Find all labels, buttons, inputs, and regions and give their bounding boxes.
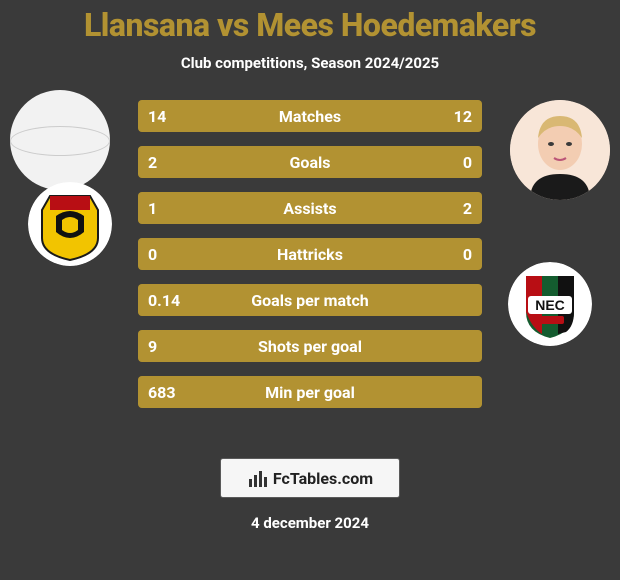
stat-row: 0.14Goals per match <box>138 284 482 316</box>
svg-text:NEC: NEC <box>535 297 565 313</box>
stat-row: 20Goals <box>138 146 482 178</box>
avatar-placeholder <box>10 126 110 156</box>
stat-row: 12Assists <box>138 192 482 224</box>
subtitle: Club competitions, Season 2024/2025 <box>0 54 620 72</box>
player-headshot-icon <box>510 100 610 200</box>
comparison-card: Llansana vs Mees Hoedemakers Club compet… <box>0 0 620 580</box>
stats-table: 1412Matches 20Goals 12Assists 00Hattricks 0.… <box>138 100 482 422</box>
chart-bars-icon <box>247 467 269 489</box>
club-right-badge: NEC <box>508 262 592 346</box>
player-right-avatar <box>510 100 610 200</box>
stat-label: Goals <box>138 146 482 178</box>
stat-label: Goals per match <box>138 284 482 316</box>
footer-brand-panel: FcTables.com <box>220 458 400 498</box>
stat-label: Hattricks <box>138 238 482 270</box>
stat-label: Shots per goal <box>138 330 482 362</box>
content-area: NEC 1412Matches 20Goals 12Assists 00Hattric… <box>0 100 620 440</box>
player-left-avatar <box>10 90 110 190</box>
page-title: Llansana vs Mees Hoedemakers <box>0 6 620 44</box>
stat-row: 9Shots per goal <box>138 330 482 362</box>
stat-row: 00Hattricks <box>138 238 482 270</box>
date-text: 4 december 2024 <box>0 514 620 532</box>
stat-label: Min per goal <box>138 376 482 408</box>
club-left-badge <box>28 182 112 266</box>
stat-label: Assists <box>138 192 482 224</box>
stat-row: 683Min per goal <box>138 376 482 408</box>
stat-label: Matches <box>138 100 482 132</box>
nec-nijmegen-crest-icon: NEC <box>508 262 592 346</box>
go-ahead-eagles-crest-icon <box>28 182 112 266</box>
stat-row: 1412Matches <box>138 100 482 132</box>
footer-brand-text: FcTables.com <box>273 469 373 488</box>
